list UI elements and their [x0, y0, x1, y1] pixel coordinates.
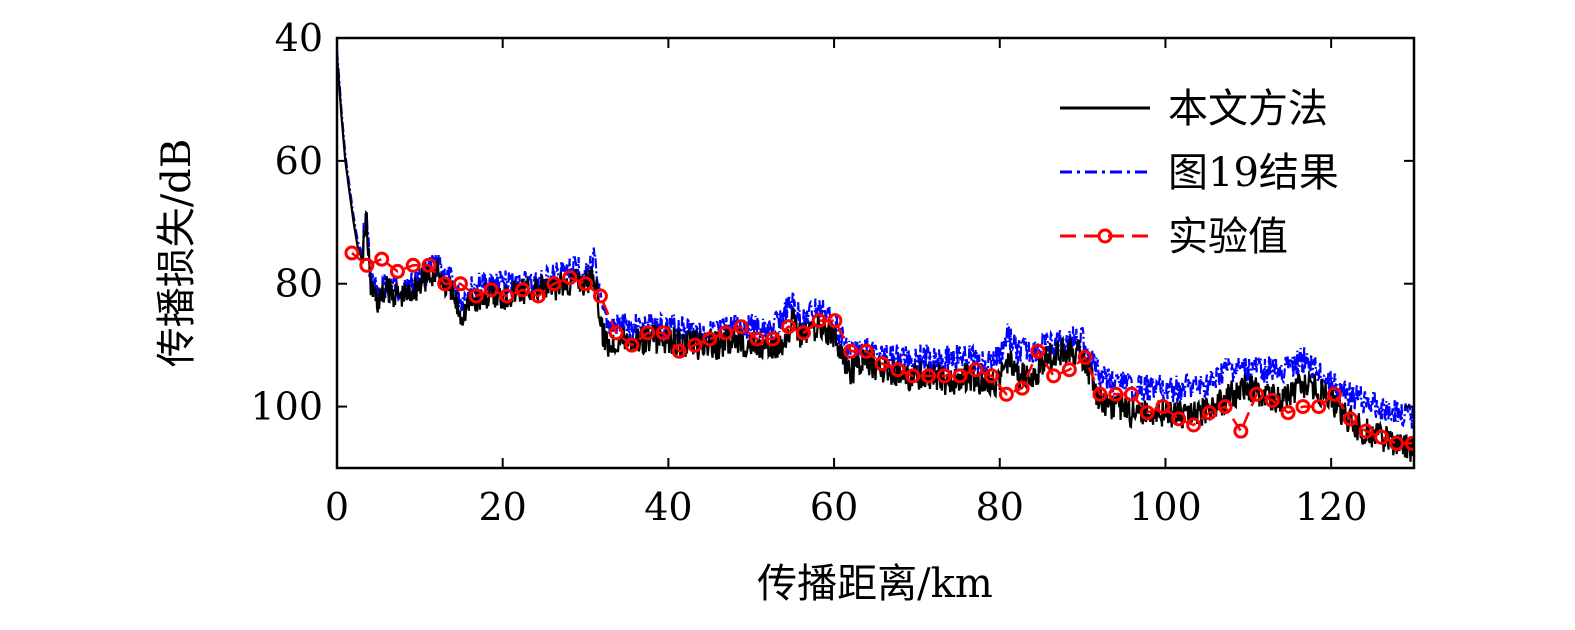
- experiment-point: [952, 368, 968, 384]
- experiment-point: [1404, 435, 1414, 451]
- experiment-point: [968, 362, 984, 378]
- x-tick-label: 60: [810, 485, 858, 529]
- experiment-point: [1123, 386, 1139, 402]
- legend-label-method: 本文方法: [1168, 86, 1328, 132]
- experiment-point: [1311, 399, 1327, 415]
- experiment-point: [1108, 386, 1124, 402]
- experiment-point: [1030, 343, 1046, 359]
- experiment-point: [733, 319, 749, 335]
- x-tick-label: 100: [1129, 485, 1202, 529]
- x-tick-label: 20: [479, 485, 527, 529]
- experiment-point: [905, 368, 921, 384]
- experiment-point: [1061, 362, 1077, 378]
- experiment-point: [499, 288, 515, 304]
- experiment-point: [374, 251, 390, 267]
- experiment-point: [983, 368, 999, 384]
- series-line-fig19: [337, 50, 1414, 429]
- legend-marker-red: [1097, 228, 1113, 244]
- experiment-point: [640, 325, 656, 341]
- experiment-point: [1092, 386, 1108, 402]
- experiment-point: [515, 282, 531, 298]
- experiment-point: [811, 313, 827, 329]
- experiment-point: [592, 288, 608, 304]
- y-tick-label: 60: [275, 139, 323, 183]
- series-line-experiment: [351, 252, 1413, 445]
- experiment-point: [546, 276, 562, 292]
- y-tick-label: 40: [275, 16, 323, 60]
- experiment-point: [827, 313, 843, 329]
- x-tick-label: 80: [976, 485, 1024, 529]
- experiment-point: [452, 276, 468, 292]
- experiment-point: [874, 356, 890, 372]
- series-layer: [337, 50, 1414, 462]
- experiment-point: [1280, 405, 1296, 421]
- experiment-point: [781, 319, 797, 335]
- experiment-point: [1014, 380, 1030, 396]
- experiment-point: [389, 263, 405, 279]
- experiment-point: [718, 325, 734, 341]
- experiment-point: [578, 276, 594, 292]
- x-axis-title: 传播距离/km: [757, 561, 993, 607]
- experiment-point: [1155, 399, 1171, 415]
- experiment-point: [1374, 429, 1390, 445]
- experiment-point: [1389, 435, 1405, 451]
- experiment-point: [468, 288, 484, 304]
- experiment-point: [1233, 423, 1249, 439]
- plot-frame: [335, 36, 1416, 470]
- experiment-point: [1264, 392, 1280, 408]
- experiment-point: [1358, 423, 1374, 439]
- experiment-point: [624, 337, 640, 353]
- y-axis-title: 传播损失/dB: [154, 139, 200, 367]
- experiment-point: [1046, 368, 1062, 384]
- experiment-point: [530, 288, 546, 304]
- experiment-point: [608, 325, 624, 341]
- experiment-point: [890, 362, 906, 378]
- legend-label-experiment: 实验值: [1168, 214, 1288, 260]
- experiment-point: [562, 270, 578, 286]
- experiment-point: [405, 257, 421, 273]
- experiment-point: [483, 282, 499, 298]
- legend: 本文方法 图19结果 实验值: [1060, 86, 1339, 260]
- experiment-point: [921, 368, 937, 384]
- experiment-point: [1171, 411, 1187, 427]
- experiment-point: [749, 331, 765, 347]
- experiment-point: [1249, 386, 1265, 402]
- experiment-point: [655, 325, 671, 341]
- experiment-point: [1295, 399, 1311, 415]
- experiment-point: [858, 343, 874, 359]
- x-tick-label: 120: [1295, 485, 1368, 529]
- y-tick-label: 100: [250, 385, 323, 429]
- experiment-point: [843, 343, 859, 359]
- experiment-point: [1077, 349, 1093, 365]
- experiment-point: [765, 331, 781, 347]
- experiment-point: [1201, 405, 1217, 421]
- experiment-point: [1342, 411, 1358, 427]
- x-tick-label: 40: [644, 485, 692, 529]
- x-tick-label: 0: [325, 485, 349, 529]
- experiment-point: [795, 325, 811, 341]
- experiment-point: [1139, 405, 1155, 421]
- legend-label-fig19: 图19结果: [1168, 150, 1339, 196]
- experiment-point: [1326, 386, 1342, 402]
- y-tick-label: 80: [275, 262, 323, 306]
- experiment-point: [687, 337, 703, 353]
- experiment-point: [359, 257, 375, 273]
- experiment-point: [437, 276, 453, 292]
- experiment-point: [344, 245, 360, 261]
- axis-layer: 0 20 40 60 80 100 120 40 60 80 100: [250, 16, 1414, 529]
- experiment-point: [421, 257, 437, 273]
- experiment-point: [936, 368, 952, 384]
- experiment-point: [671, 343, 687, 359]
- experiment-point: [1186, 417, 1202, 433]
- experiment-point: [702, 331, 718, 347]
- experiment-point: [998, 386, 1014, 402]
- experiment-point: [1217, 399, 1233, 415]
